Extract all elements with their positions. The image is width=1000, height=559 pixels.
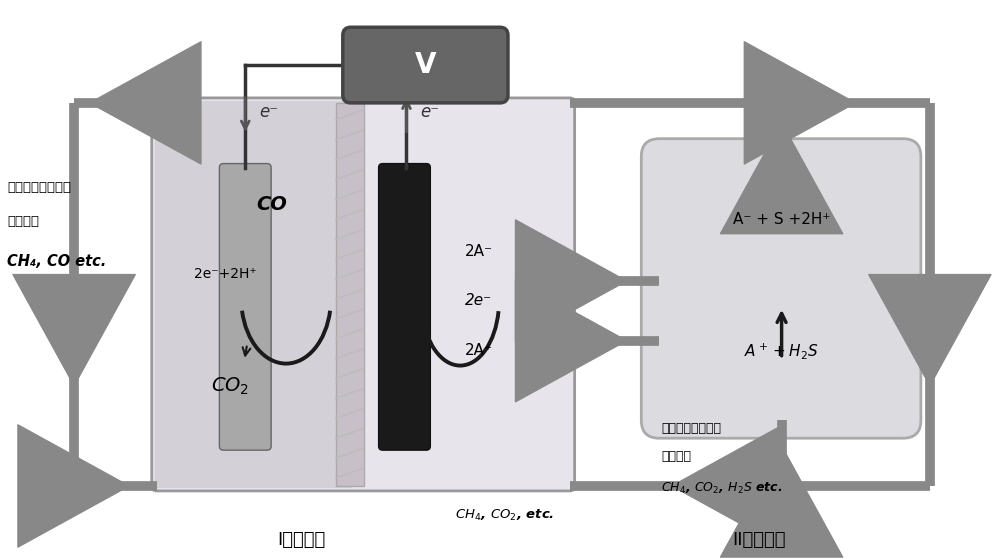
Text: A⁻ + S +2H⁺: A⁻ + S +2H⁺ xyxy=(733,212,830,227)
Text: CO: CO xyxy=(256,195,287,214)
FancyBboxPatch shape xyxy=(152,98,575,491)
Text: $A^+ +H_2S$: $A^+ +H_2S$ xyxy=(744,340,819,361)
FancyBboxPatch shape xyxy=(219,164,271,450)
Text: $CH_4$, $CO_2$, etc.: $CH_4$, $CO_2$, etc. xyxy=(455,508,555,523)
Text: II：吸收塔: II：吸收塔 xyxy=(732,530,785,549)
Text: 页岩气等: 页岩气等 xyxy=(661,449,691,463)
FancyBboxPatch shape xyxy=(379,164,430,450)
Text: 2A⁻: 2A⁻ xyxy=(465,244,493,259)
Text: 2e⁻: 2e⁻ xyxy=(465,293,492,309)
Text: 工业尾气，天然气: 工业尾气，天然气 xyxy=(7,181,71,194)
Text: I：电解池: I：电解池 xyxy=(277,530,325,549)
FancyBboxPatch shape xyxy=(155,101,353,488)
Text: CH₄, CO etc.: CH₄, CO etc. xyxy=(7,254,107,268)
FancyBboxPatch shape xyxy=(343,27,508,103)
FancyBboxPatch shape xyxy=(641,139,921,438)
Text: $CH_4$, $CO_2$, $H_2S$ etc.: $CH_4$, $CO_2$, $H_2S$ etc. xyxy=(661,480,783,495)
Text: 页岩气等: 页岩气等 xyxy=(7,215,39,228)
Text: e⁻: e⁻ xyxy=(420,103,439,121)
Text: e⁻: e⁻ xyxy=(259,103,278,121)
Text: 工业尾气，天然气: 工业尾气，天然气 xyxy=(661,421,721,435)
Text: 2e⁻+2H⁺: 2e⁻+2H⁺ xyxy=(194,267,256,281)
Text: $CO_2$: $CO_2$ xyxy=(211,376,250,397)
Text: 2A⁺: 2A⁺ xyxy=(465,343,493,358)
Text: V: V xyxy=(415,51,436,79)
Bar xyxy=(336,103,364,486)
